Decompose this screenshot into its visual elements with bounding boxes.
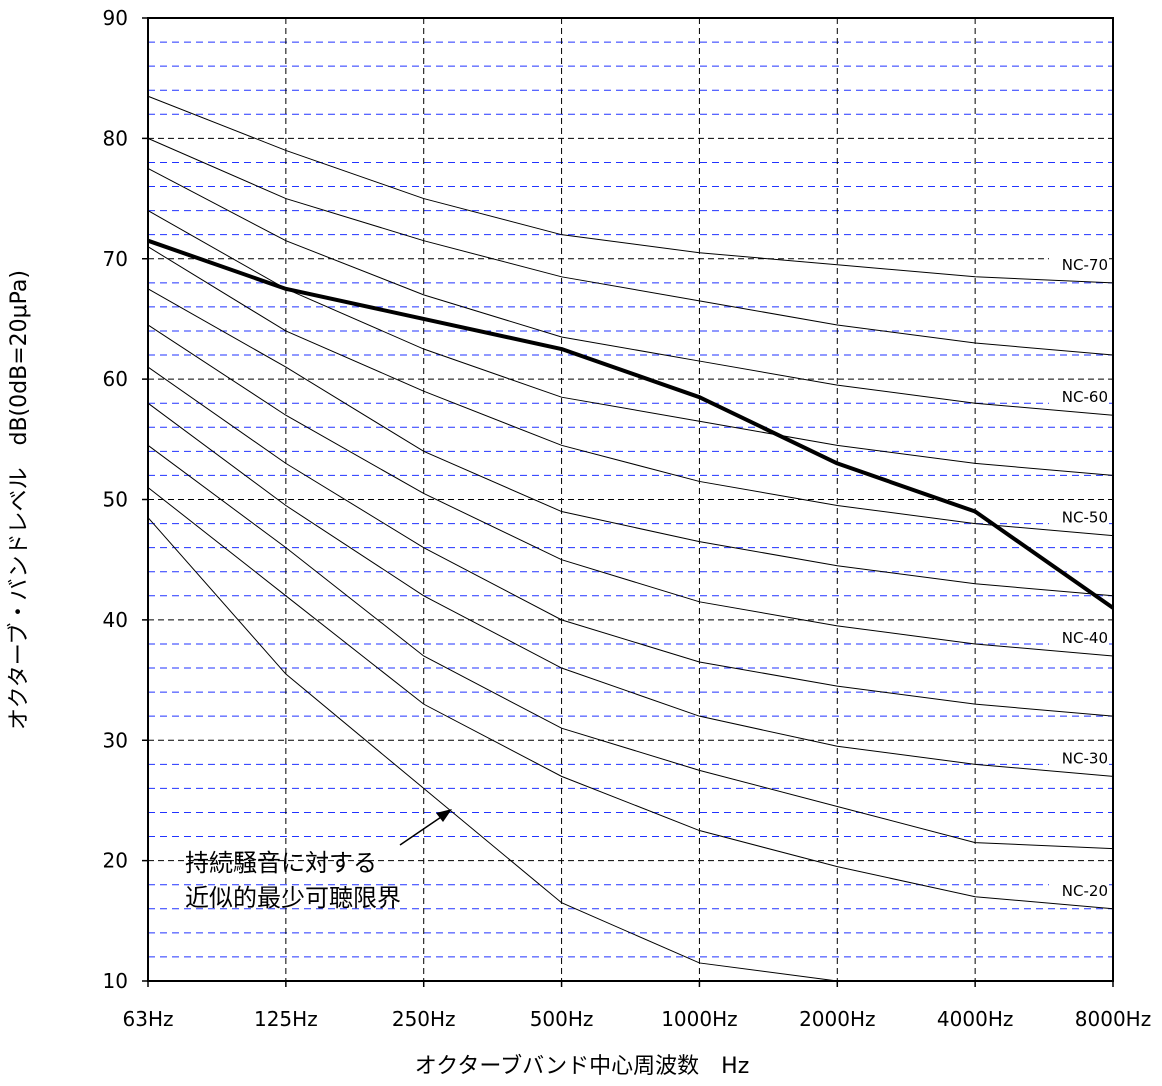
threshold-curve [147, 517, 838, 982]
nc-label: NC-70 [1062, 256, 1108, 274]
y-tick-label: 30 [103, 728, 128, 752]
x-tick-label: 250Hz [392, 1007, 456, 1031]
annotation-line-1: 持続騒音に対する [185, 849, 377, 877]
y-tick-label: 20 [103, 849, 128, 873]
nc-curve [147, 137, 1114, 356]
nc-curve [147, 324, 1114, 657]
nc-label: NC-30 [1062, 749, 1108, 767]
x-tick-label: 4000Hz [937, 1007, 1013, 1031]
nc-curve [147, 366, 1114, 717]
x-tick-label: 500Hz [530, 1007, 594, 1031]
x-tick-label: 2000Hz [799, 1007, 875, 1031]
nc-label: NC-50 [1062, 509, 1108, 527]
nc-curve [147, 210, 1114, 476]
y-tick-label: 50 [103, 488, 128, 512]
threshold-curve-group [147, 517, 838, 982]
nc-curve [147, 444, 1114, 850]
x-tick-label: 1000Hz [661, 1007, 737, 1031]
annotation-line-2: 近似的最少可聴限界 [185, 884, 401, 912]
nc-curves [147, 95, 1114, 910]
y-tick-label: 10 [103, 969, 128, 993]
nc-label: NC-40 [1062, 629, 1108, 647]
annotation-arrow [399, 812, 448, 846]
plot-frame [147, 17, 1114, 982]
x-axis-title: オクターブバンド中心周波数 Hz [415, 1054, 750, 1079]
nc-label-background [1049, 628, 1109, 647]
x-tick-label: 8000Hz [1075, 1007, 1151, 1031]
y-tick-label: 80 [103, 126, 128, 150]
nc-labels: NC-70 NC-60 NC-50 NC-40 NC-30 NC-20 [1049, 255, 1109, 900]
nc-label: NC-20 [1062, 882, 1108, 900]
x-tick-label: 125Hz [254, 1007, 318, 1031]
measured-curve [147, 238, 1115, 610]
annotation: 持続騒音に対する 近似的最少可聴限界 [185, 809, 452, 912]
y-axis-title: オクターブ・バンドレベル dB(0dB=20μPa) [7, 270, 32, 730]
annotation-arrowhead [436, 809, 452, 822]
nc-curve [147, 288, 1114, 597]
y-tick-label: 60 [103, 367, 128, 391]
nc-label-background [1049, 749, 1109, 768]
nc-label-background [1049, 255, 1109, 274]
y-tick-label: 70 [103, 247, 128, 271]
nc-curve [147, 246, 1114, 537]
y-tick-label: 40 [103, 608, 128, 632]
y-tick-label: 90 [103, 6, 128, 30]
nc-curve [147, 95, 1114, 284]
nc-label: NC-60 [1062, 388, 1108, 406]
grid [142, 17, 1114, 987]
x-tick-label: 63Hz [123, 1007, 174, 1031]
nc-label-background [1049, 881, 1109, 900]
nc-curve [147, 487, 1114, 910]
nc-curve [147, 402, 1114, 777]
nc-curve [147, 168, 1114, 416]
x-tick-labels: 63Hz 125Hz 250Hz 500Hz 1000Hz 2000Hz 4000Hz 800… [123, 1007, 1152, 1031]
y-tick-labels: 10 20 30 40 50 60 70 80 90 [103, 6, 128, 993]
measured-curve-group [147, 238, 1115, 610]
nc-label-background [1049, 508, 1109, 527]
nc-label-background [1049, 388, 1109, 407]
